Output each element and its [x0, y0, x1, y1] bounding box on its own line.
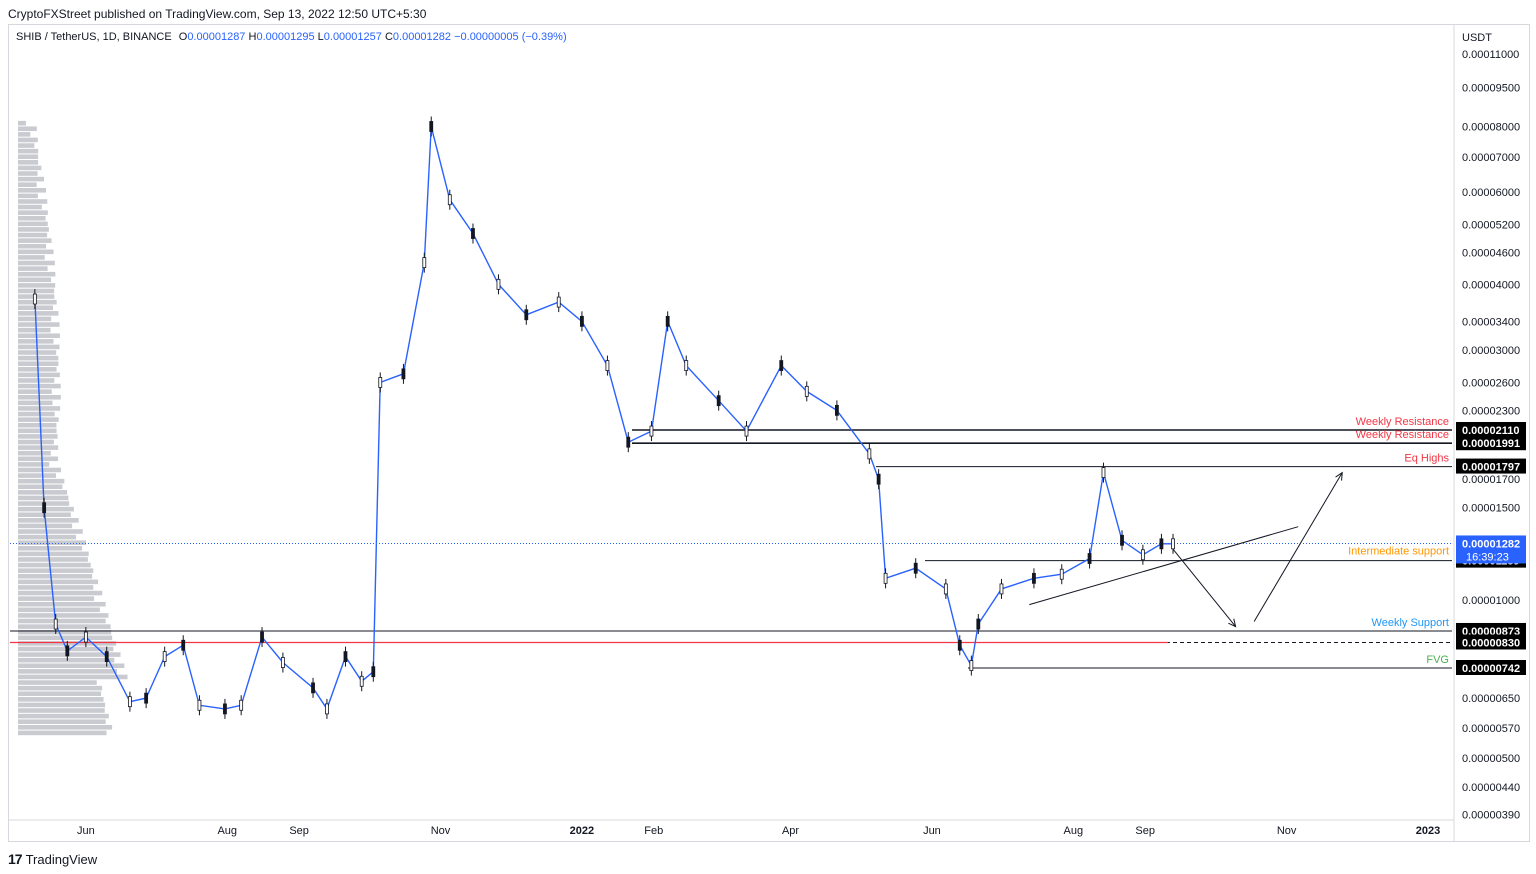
legend-open-label: O [178, 31, 188, 43]
publish-info: CryptoFXStreet published on TradingView.… [8, 7, 427, 21]
legend-open-value: 0.00001287 [187, 31, 246, 43]
legend-low-label: L [317, 31, 324, 43]
symbol-legend: SHIB / TetherUS, 1D, BINANCE O0.00001287… [16, 31, 567, 43]
tradingview-logo-icon: 17 [8, 851, 23, 867]
footer-brand: 17 TradingView [8, 851, 97, 867]
symbol-name: SHIB / TetherUS, 1D, BINANCE [16, 31, 172, 43]
legend-high-label: H [248, 31, 257, 43]
legend-change: −0.00000005 (−0.39%) [454, 31, 567, 43]
legend-low-value: 0.00001257 [323, 31, 382, 43]
legend-close-label: C [384, 31, 393, 43]
legend-close-value: 0.00001282 [392, 31, 452, 43]
legend-high-value: 0.00001295 [256, 31, 315, 43]
chart-panel[interactable] [8, 24, 1530, 842]
footer-brand-name: TradingView [25, 851, 98, 867]
